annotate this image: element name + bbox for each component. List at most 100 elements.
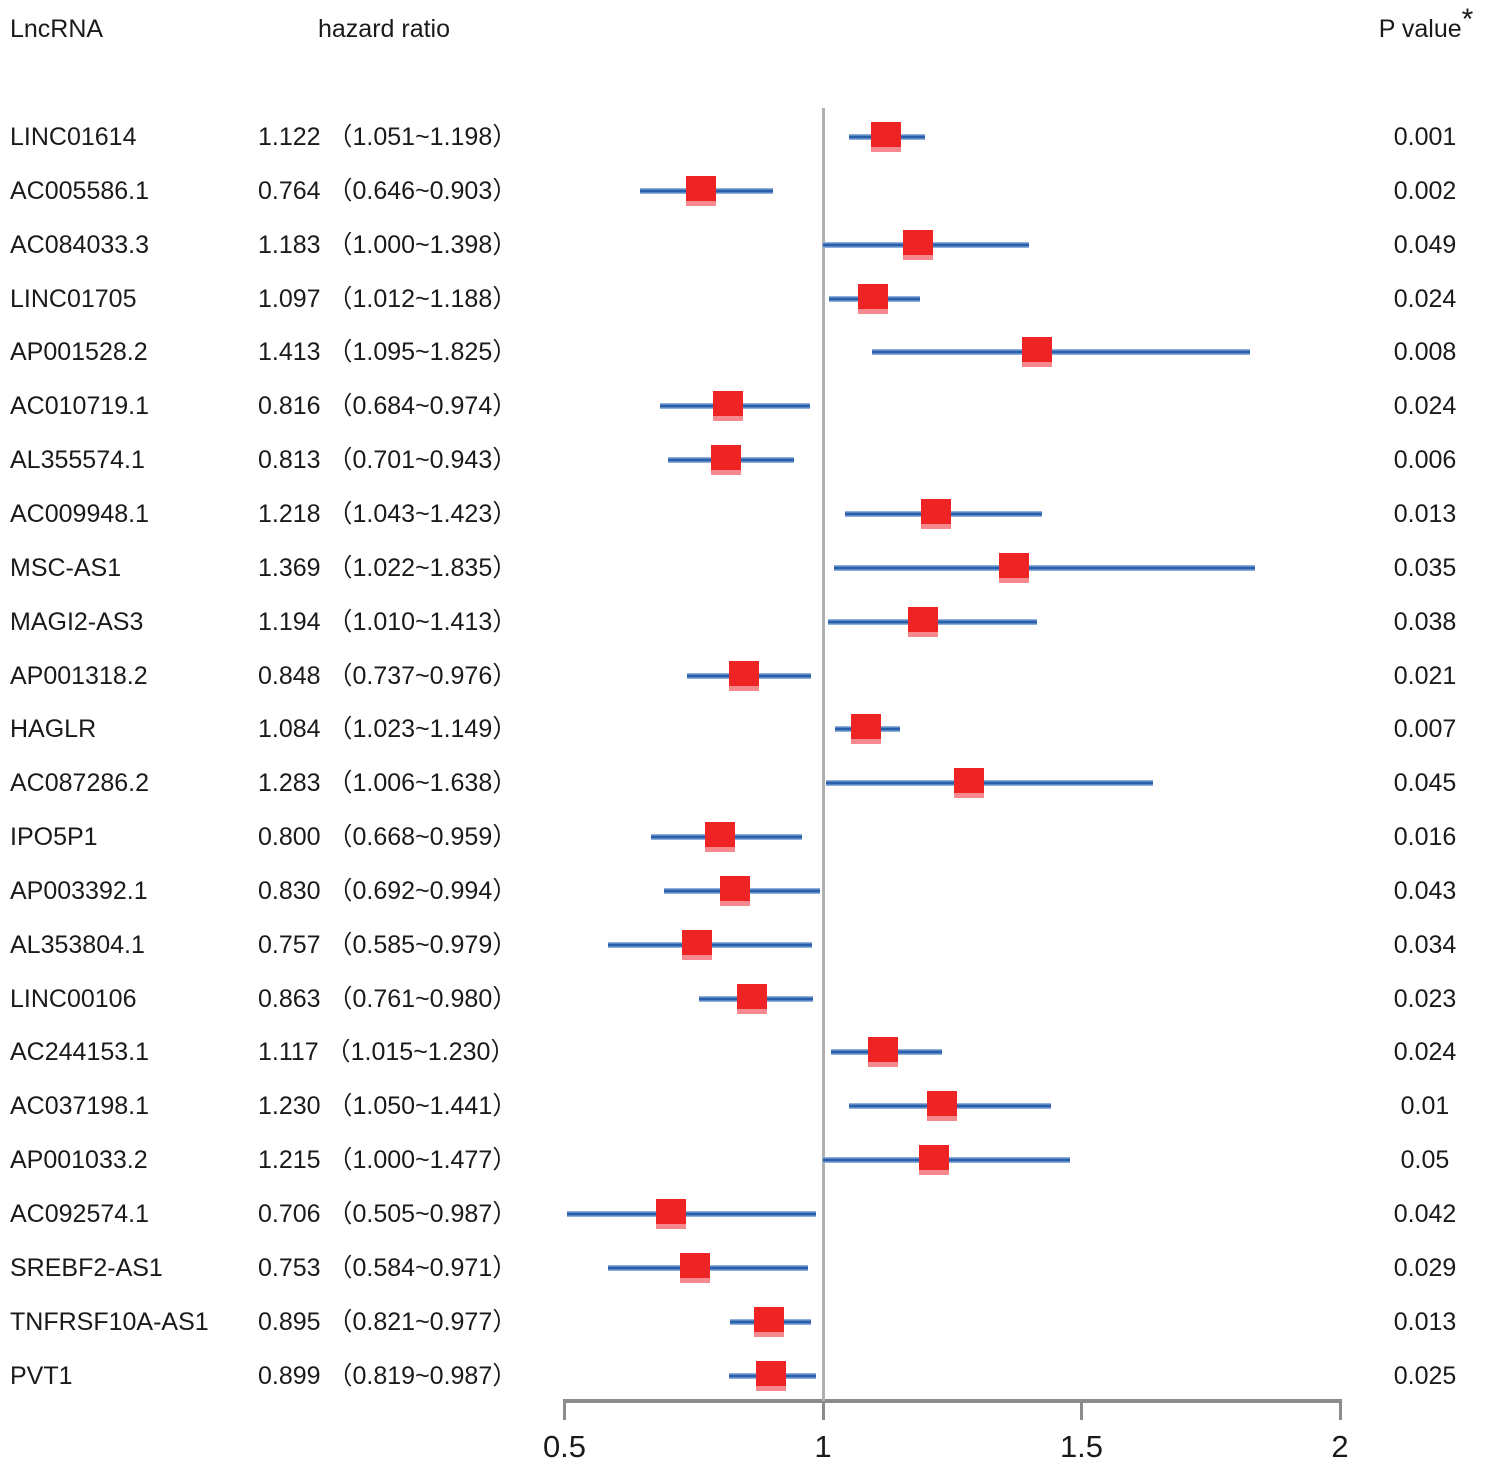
x-axis-line xyxy=(563,1399,1342,1403)
row-hr-ci-text: 0.830 （0.692~0.994） xyxy=(258,876,518,905)
row-label: PVT1 xyxy=(10,1361,73,1390)
hr-marker xyxy=(712,391,743,422)
row-p-value: 0.008 xyxy=(1393,338,1457,367)
ci-line xyxy=(567,1211,817,1217)
p-value-header-text: P value xyxy=(1378,15,1462,43)
hr-marker xyxy=(753,1306,784,1337)
row-p-value: 0.002 xyxy=(1393,176,1457,205)
row-p-value: 0.035 xyxy=(1393,553,1457,582)
row-hr-ci-text: 0.848 （0.737~0.976） xyxy=(258,661,518,690)
hr-marker xyxy=(954,768,985,799)
row-hr-ci-text: 1.413 （1.095~1.825） xyxy=(258,338,518,367)
row-label: AC084033.3 xyxy=(10,230,150,259)
row-p-value: 0.01 xyxy=(1400,1092,1450,1121)
hr-marker xyxy=(755,1360,786,1391)
row-hr-ci-text: 1.230 （1.050~1.441） xyxy=(258,1092,518,1121)
x-axis-tick-label: 1.5 xyxy=(1059,1429,1104,1464)
row-p-value: 0.006 xyxy=(1393,446,1457,475)
ci-line xyxy=(834,564,1255,571)
row-p-value: 0.038 xyxy=(1393,607,1457,636)
x-axis-tick-label: 2 xyxy=(1331,1429,1349,1464)
row-hr-ci-text: 0.753 （0.584~0.971） xyxy=(258,1253,518,1282)
row-hr-ci-text: 0.706 （0.505~0.987） xyxy=(258,1200,518,1228)
row-p-value: 0.007 xyxy=(1393,715,1457,744)
hr-marker xyxy=(871,122,902,152)
hr-marker xyxy=(926,1091,957,1122)
column-header-lncrna: LncRNA xyxy=(10,15,104,43)
hr-marker xyxy=(685,175,716,206)
reference-line xyxy=(821,108,825,1401)
row-label: AP001033.2 xyxy=(10,1146,148,1175)
row-label: AP001318.2 xyxy=(10,661,148,690)
row-p-value: 0.016 xyxy=(1393,823,1457,852)
hr-marker xyxy=(858,283,889,314)
x-axis-tick xyxy=(1338,1403,1342,1420)
row-hr-ci-text: 1.215 （1.000~1.477） xyxy=(258,1146,518,1175)
row-hr-ci-text: 1.183 （1.000~1.398） xyxy=(258,230,518,259)
row-label: AC092574.1 xyxy=(10,1200,150,1228)
x-axis-tick xyxy=(563,1403,566,1420)
row-hr-ci-text: 0.899 （0.819~0.987） xyxy=(258,1361,518,1390)
row-p-value: 0.034 xyxy=(1393,930,1457,959)
row-label: MSC-AS1 xyxy=(10,553,122,582)
row-hr-ci-text: 0.757 （0.585~0.979） xyxy=(258,930,518,959)
row-label: AC010719.1 xyxy=(10,392,150,421)
hr-marker xyxy=(920,498,951,529)
hr-marker xyxy=(737,983,768,1014)
x-axis-tick xyxy=(821,1403,825,1420)
hr-marker xyxy=(868,1037,899,1068)
ci-line xyxy=(872,349,1250,356)
row-label: LINC00106 xyxy=(10,984,137,1013)
row-hr-ci-text: 1.194 （1.010~1.413） xyxy=(258,607,518,636)
row-hr-ci-text: 1.084 （1.023~1.149） xyxy=(258,715,518,744)
row-label: AC244153.1 xyxy=(10,1038,150,1067)
hr-marker xyxy=(680,1252,711,1283)
hr-marker xyxy=(998,552,1029,583)
hr-marker xyxy=(902,229,933,260)
row-hr-ci-text: 0.863 （0.761~0.980） xyxy=(258,984,518,1013)
hr-marker xyxy=(908,606,939,637)
hr-marker xyxy=(656,1199,686,1229)
hr-marker xyxy=(704,822,735,853)
row-label: HAGLR xyxy=(10,715,97,744)
row-p-value: 0.045 xyxy=(1393,769,1457,798)
row-label: AC037198.1 xyxy=(10,1092,150,1121)
row-hr-ci-text: 1.117 （1.015~1.230） xyxy=(258,1038,516,1067)
hr-marker xyxy=(919,1145,950,1176)
row-hr-ci-text: 1.369 （1.022~1.835） xyxy=(258,553,518,582)
row-p-value: 0.013 xyxy=(1393,499,1457,528)
row-hr-ci-text: 0.816 （0.684~0.974） xyxy=(258,392,518,421)
hr-marker xyxy=(720,875,751,906)
row-label: LINC01705 xyxy=(10,284,137,313)
row-label: AL353804.1 xyxy=(10,930,145,959)
row-hr-ci-text: 0.800 （0.668~0.959） xyxy=(258,823,518,852)
row-p-value: 0.024 xyxy=(1393,1038,1457,1067)
hr-marker xyxy=(729,660,760,691)
row-label: LINC01614 xyxy=(10,123,137,151)
hr-marker xyxy=(711,445,742,476)
row-label: AC087286.2 xyxy=(10,769,150,798)
row-p-value: 0.001 xyxy=(1393,123,1457,151)
row-hr-ci-text: 1.218 （1.043~1.423） xyxy=(258,499,518,528)
row-p-value: 0.021 xyxy=(1393,661,1457,690)
row-p-value: 0.023 xyxy=(1393,984,1457,1013)
hr-marker xyxy=(1021,337,1052,368)
row-hr-ci-text: 1.097 （1.012~1.188） xyxy=(258,284,518,313)
column-header-p-value: P value* xyxy=(1358,5,1494,44)
row-hr-ci-text: 0.764 （0.646~0.903） xyxy=(258,176,518,205)
row-p-value: 0.043 xyxy=(1393,876,1457,905)
row-p-value: 0.042 xyxy=(1393,1200,1457,1228)
row-hr-ci-text: 0.895 （0.821~0.977） xyxy=(258,1307,518,1336)
row-label: AP003392.1 xyxy=(10,876,148,905)
row-p-value: 0.024 xyxy=(1393,284,1457,313)
row-p-value: 0.025 xyxy=(1393,1361,1457,1390)
row-label: SREBF2-AS1 xyxy=(10,1253,163,1282)
row-hr-ci-text: 1.122 （1.051~1.198） xyxy=(258,123,518,151)
row-label: AL355574.1 xyxy=(10,446,145,475)
row-hr-ci-text: 1.283 （1.006~1.638） xyxy=(258,769,518,798)
x-axis-tick xyxy=(1080,1403,1083,1420)
row-label: AC005586.1 xyxy=(10,176,150,205)
row-label: MAGI2-AS3 xyxy=(10,607,144,636)
column-header-hazard-ratio: hazard ratio xyxy=(318,15,451,43)
